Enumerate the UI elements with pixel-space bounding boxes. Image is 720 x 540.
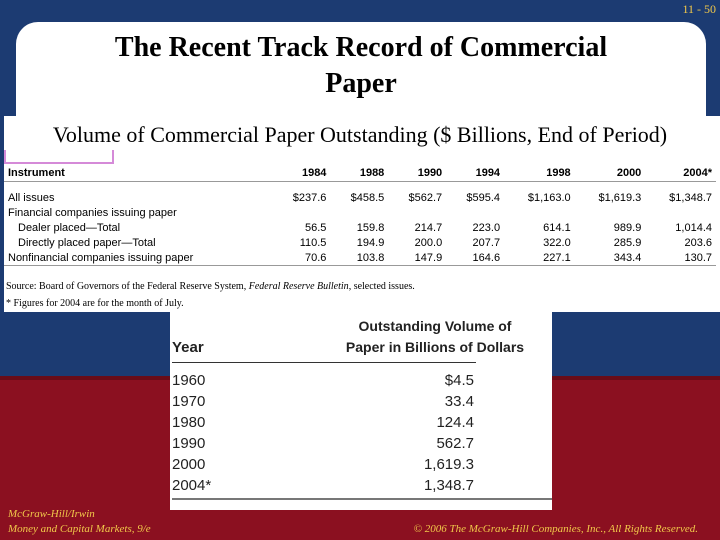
volume-amount: 562.7 xyxy=(436,435,474,452)
table-cell: 227.1 xyxy=(543,251,571,264)
outstanding-volume-heading: Outstanding Volume of Paper in Billions … xyxy=(330,316,540,358)
table-row: Financial companies issuing paper xyxy=(4,205,716,220)
row-label: Nonfinancial companies issuing paper xyxy=(8,251,194,264)
footer-publisher-name: McGraw-Hill/Irwin xyxy=(8,508,95,520)
slide-title-line-1: The Recent Track Record of Commercial xyxy=(114,32,608,63)
year-column-header: Year xyxy=(172,339,204,356)
footer-copyright: © 2006 The McGraw-Hill Companies, Inc., … xyxy=(413,523,698,535)
table-cell: $595.4 xyxy=(466,191,501,204)
table-row: Nonfinancial companies issuing paper 70.… xyxy=(4,250,716,266)
volume-row: 1960 $4.5 xyxy=(172,372,474,393)
table-cell: 164.6 xyxy=(472,251,501,264)
table-cell: 130.7 xyxy=(684,251,712,264)
table-header-cell: 1984 xyxy=(301,167,327,179)
lower-panel-divider xyxy=(172,498,552,500)
table-cell: $237.6 xyxy=(292,191,327,204)
table-cell: 200.0 xyxy=(414,236,443,249)
source-note-suffix: , selected issues. xyxy=(348,281,415,292)
table-subtitle: Volume of Commercial Paper Outstanding (… xyxy=(52,122,668,147)
header-divider xyxy=(172,362,476,363)
commercial-paper-table: Instrument 1984 1988 1990 1994 1998 2000… xyxy=(4,165,716,266)
source-note: Source: Board of Governors of the Federa… xyxy=(6,281,415,292)
volume-amount: 1,348.7 xyxy=(423,477,474,494)
volume-row: 1990 562.7 xyxy=(172,435,474,456)
table-cell: $1,348.7 xyxy=(669,191,712,204)
table-cell: $1,163.0 xyxy=(527,191,571,204)
table-cell: 223.0 xyxy=(472,221,501,234)
table-cell: 614.1 xyxy=(543,221,571,234)
table-header-cell: 2000 xyxy=(616,167,642,179)
volume-row: 2004* 1,348.7 xyxy=(172,477,474,498)
volume-year: 1970 xyxy=(172,393,206,410)
table-row: Dealer placed—Total 56.5 159.8 214.7 223… xyxy=(4,220,716,235)
table-header-cell: 2004* xyxy=(683,167,712,179)
heading-line: Paper in Billions of Dollars xyxy=(345,339,525,355)
volume-row: 2000 1,619.3 xyxy=(172,456,474,477)
volume-amount: 33.4 xyxy=(444,393,474,410)
volume-year: 2004* xyxy=(172,477,212,494)
table-cell: 194.9 xyxy=(356,236,385,249)
table-cell: 103.8 xyxy=(356,251,385,264)
volume-row: 1980 124.4 xyxy=(172,414,474,435)
outstanding-volume-panel xyxy=(170,312,552,510)
row-label: Financial companies issuing paper xyxy=(8,206,177,219)
source-note-prefix: Source: Board of Governors of the Federa… xyxy=(6,281,249,292)
table-header-row: Instrument 1984 1988 1990 1994 1998 2000… xyxy=(4,165,716,182)
page-number: 11 - 50 xyxy=(682,2,716,16)
slide-title-line-2: Paper xyxy=(325,68,397,99)
table-cell: 1,014.4 xyxy=(675,221,712,234)
table-spacer-row xyxy=(4,182,716,191)
volume-year: 1980 xyxy=(172,414,206,431)
table-cell: $562.7 xyxy=(408,191,443,204)
volume-year: 2000 xyxy=(172,456,206,473)
source-note-publication: Federal Reserve Bulletin xyxy=(248,281,349,292)
table-cell: 147.9 xyxy=(414,251,443,264)
table-header-cell: 1988 xyxy=(359,167,385,179)
title-panel: The Recent Track Record of Commercial Pa… xyxy=(16,22,706,122)
table-header-cell: 1994 xyxy=(475,167,501,179)
table-header-cell: Instrument xyxy=(8,167,65,179)
row-label: All issues xyxy=(8,191,55,204)
table-cell: 214.7 xyxy=(414,221,443,234)
volume-amount: 124.4 xyxy=(436,414,474,431)
heading-line: Outstanding Volume of xyxy=(358,318,512,334)
table-cell: 285.9 xyxy=(613,236,642,249)
volume-year: 1990 xyxy=(172,435,206,452)
table-cell: $1,619.3 xyxy=(598,191,642,204)
table-row: All issues $237.6 $458.5 $562.7 $595.4 $… xyxy=(4,190,716,205)
footnote: * Figures for 2004 are for the month of … xyxy=(6,298,184,309)
volume-amount: $4.5 xyxy=(444,372,474,389)
row-label: Directly placed paper—Total xyxy=(18,236,156,249)
table-cell: $458.5 xyxy=(350,191,385,204)
table-header-cell: 1990 xyxy=(417,167,443,179)
volume-row: 1970 33.4 xyxy=(172,393,474,414)
table-row: Directly placed paper—Total 110.5 194.9 … xyxy=(4,235,716,250)
table-cell: 207.7 xyxy=(472,236,501,249)
selection-highlight xyxy=(4,150,114,164)
main-table-panel xyxy=(4,116,720,312)
footer-book-title: Money and Capital Markets, 9/e xyxy=(8,523,151,535)
table-cell: 989.9 xyxy=(613,221,642,234)
row-label: Dealer placed—Total xyxy=(18,221,121,234)
table-cell: 159.8 xyxy=(356,221,385,234)
table-cell: 110.5 xyxy=(299,236,327,249)
table-cell: 56.5 xyxy=(305,221,327,234)
footer-publisher: McGraw-Hill/Irwin Money and Capital Mark… xyxy=(8,507,151,537)
table-cell: 70.6 xyxy=(305,251,327,264)
volume-amount: 1,619.3 xyxy=(423,456,474,473)
table-cell: 343.4 xyxy=(613,251,642,264)
table-header-cell: 1998 xyxy=(546,167,571,179)
slide-title: The Recent Track Record of Commercial Pa… xyxy=(16,30,706,102)
volume-year: 1960 xyxy=(172,372,206,389)
table-cell: 322.0 xyxy=(543,236,571,249)
table-cell: 203.6 xyxy=(684,236,712,249)
